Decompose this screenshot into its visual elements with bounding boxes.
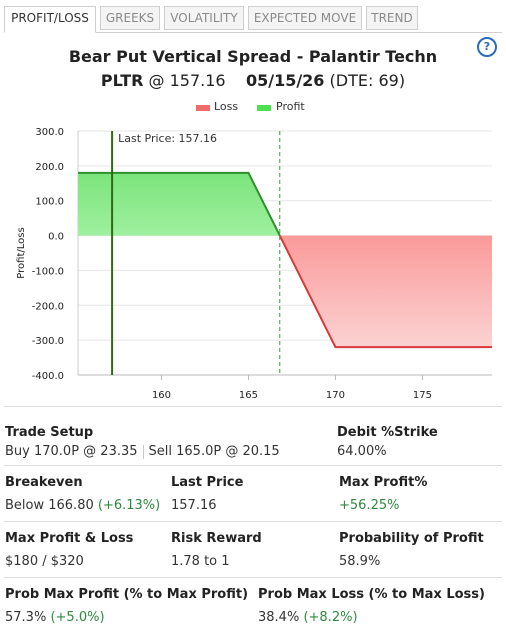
debit-strike-label: Debit %Strike (337, 425, 438, 440)
legend-loss-label: Loss (214, 100, 239, 113)
divider (4, 521, 502, 522)
tab-expected-move[interactable]: EXPECTED MOVE (248, 6, 362, 30)
risk-reward-value: 1.78 to 1 (171, 554, 230, 569)
probability-of-profit-label: Probability of Profit (339, 531, 484, 546)
tab-bar: PROFIT/LOSS GREEKS VOLATILITY EXPECTED M… (4, 6, 502, 33)
max-profit-loss-value: $180 / $320 (5, 554, 84, 569)
breakeven-change: (+6.13%) (97, 498, 161, 513)
separator (142, 444, 144, 459)
breakeven-value: Below 166.80 (+6.13%) (5, 498, 160, 513)
loss-line (278, 235, 492, 349)
chart-legend: Loss Profit (0, 100, 506, 116)
y-tick-label: -300.0 (32, 336, 64, 347)
loss-area (279, 235, 492, 348)
divider (4, 406, 502, 407)
profit-loss-chart: 300.0 200.0 100.0 0.0 -100.0 -200.0 -300.0 -400… (16, 127, 492, 401)
x-tick-label: 160 (152, 390, 171, 401)
trade-setup-value: Buy 170.0P @ 23.35 Sell 165.0P @ 20.15 (5, 444, 280, 459)
symbol-price: @ 157.16 (148, 71, 226, 90)
y-tick-label: 300.0 (35, 127, 64, 138)
divider (4, 465, 502, 466)
profit-line (78, 171, 281, 237)
y-tick-label: -400.0 (32, 371, 64, 382)
legend-profit-swatch (257, 105, 271, 111)
chart-title: Bear Put Vertical Spread - Palantir Tech… (68, 47, 438, 66)
y-tick-label: 100.0 (35, 197, 64, 208)
last-price-label: Last Price: 157.16 (118, 132, 217, 145)
prob-max-loss-value: 38.4% (+8.2%) (258, 610, 358, 625)
legend-loss-swatch (196, 105, 210, 111)
y-tick-label: -100.0 (32, 266, 64, 277)
prob-max-profit-change: (+5.0%) (50, 610, 105, 625)
tab-profit-loss[interactable]: PROFIT/LOSS (4, 6, 96, 33)
breakeven-label: Breakeven (5, 475, 83, 490)
legend-profit-label: Profit (276, 100, 305, 113)
trade-setup-sell: Sell 165.0P @ 20.15 (148, 444, 280, 459)
last-price-label: Last Price (171, 475, 244, 490)
debit-strike-value: 64.00% (337, 444, 387, 459)
max-profit-loss-label: Max Profit & Loss (5, 531, 134, 546)
y-tick-label: -200.0 (32, 301, 64, 312)
dte: (DTE: 69) (329, 71, 406, 90)
divider (4, 577, 502, 578)
prob-max-profit-value: 57.3% (+5.0%) (5, 610, 105, 625)
expiry-date: 05/15/26 (245, 71, 325, 90)
max-profit-pct-label: Max Profit% (339, 475, 428, 490)
trade-setup-label: Trade Setup (5, 425, 94, 440)
prob-max-loss-pct: 38.4% (258, 610, 300, 625)
prob-max-loss-label: Prob Max Loss (% to Max Loss) (258, 587, 485, 602)
max-profit-pct-value: +56.25% (339, 498, 400, 513)
prob-max-loss-change: (+8.2%) (303, 610, 358, 625)
breakeven-price: Below 166.80 (5, 498, 94, 513)
x-tick-label: 165 (239, 390, 258, 401)
trade-setup-buy: Buy 170.0P @ 23.35 (5, 444, 138, 459)
y-tick-label: 200.0 (35, 162, 64, 173)
prob-max-profit-pct: 57.3% (5, 610, 47, 625)
y-tick-label: 0.0 (48, 232, 64, 243)
x-tick-label: 175 (413, 390, 432, 401)
symbol: PLTR (100, 71, 144, 90)
tab-greeks[interactable]: GREEKS (100, 6, 160, 30)
y-axis-label: Profit/Loss (16, 227, 27, 278)
risk-reward-label: Risk Reward (171, 531, 262, 546)
tab-bar-baseline (4, 32, 502, 33)
last-price-value: 157.16 (171, 498, 217, 513)
tab-trend[interactable]: TREND (366, 6, 418, 30)
probability-of-profit-value: 58.9% (339, 554, 381, 569)
x-tick-label: 170 (326, 390, 345, 401)
profit-area (78, 172, 280, 236)
tab-volatility[interactable]: VOLATILITY (164, 6, 244, 30)
prob-max-profit-label: Prob Max Profit (% to Max Profit) (5, 587, 249, 602)
help-icon[interactable]: ? (477, 37, 497, 57)
chart-subtitle: PLTR @ 157.16 05/15/26 (DTE: 69) (0, 71, 506, 90)
